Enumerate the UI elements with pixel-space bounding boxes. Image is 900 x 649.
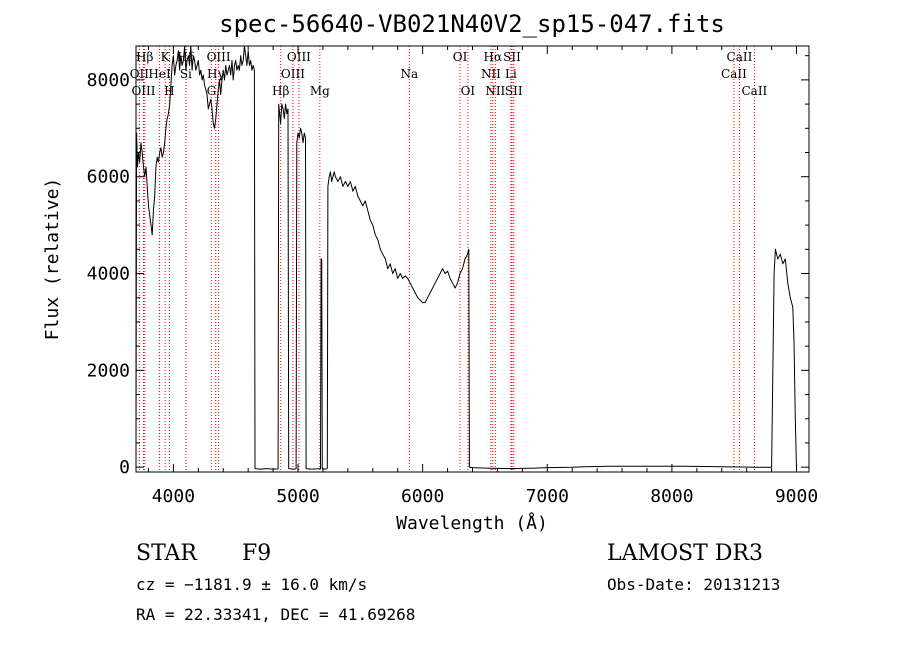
axis-tick-labels: 4000 5000 6000 7000 8000 9000 0 2000 4000 6000 800… xyxy=(87,70,819,507)
spectral-line-label: Mg xyxy=(310,84,330,98)
axis-ticks xyxy=(136,46,809,472)
spectral-line-label: OII xyxy=(130,67,150,81)
spectral-line-label: Li xyxy=(505,67,517,81)
spectral-line-label: OI xyxy=(461,84,476,98)
spectral-line-label: OIII xyxy=(131,84,155,98)
x-axis-label: Wavelength (Å) xyxy=(396,512,548,534)
spectral-line-label: HeI xyxy=(148,67,171,81)
spectral-line-label: Hβ xyxy=(272,84,289,98)
spectral-line-label: K xyxy=(161,50,171,64)
flux-line xyxy=(135,45,797,470)
spectral-line-label: CaII xyxy=(721,67,747,81)
spectral-line-label: Hα xyxy=(484,50,503,64)
x-tick-label: 5000 xyxy=(276,486,319,507)
x-tick-label: 9000 xyxy=(775,486,818,507)
spectral-line-markers xyxy=(138,46,755,472)
spectral-line-label: Hβ xyxy=(136,50,153,64)
spectral-line-label: NII xyxy=(481,67,501,81)
y-tick-label: 2000 xyxy=(87,360,130,381)
y-tick-label: 0 xyxy=(119,457,130,478)
spectral-line-label: H xyxy=(164,84,174,98)
spectral-line-label: CaII xyxy=(741,84,767,98)
x-tick-label: 4000 xyxy=(152,486,195,507)
y-tick-label: 6000 xyxy=(87,167,130,188)
spectral-line-label: CaII xyxy=(727,50,753,64)
spectral-line-label: SII xyxy=(503,50,521,64)
redshift-label: cz = −1181.9 ± 16.0 km/s xyxy=(136,575,367,594)
object-class-label: STAR xyxy=(136,541,198,566)
chart-title: spec-56640-VB021N40V2_sp15-047.fits xyxy=(219,10,725,38)
spectral-line-label: Hγ xyxy=(207,67,225,81)
flux-series xyxy=(135,45,797,470)
spectral-line-label: OI xyxy=(453,50,468,64)
survey-label: LAMOST DR3 xyxy=(607,541,763,566)
subclass-label: F9 xyxy=(242,541,271,566)
position-label: RA = 22.33341, DEC = 41.69268 xyxy=(136,605,415,624)
spectral-line-label: Na xyxy=(400,67,418,81)
spectral-line-label: NII xyxy=(485,84,505,98)
spectral-line-label: OIII xyxy=(281,67,305,81)
spectral-line-label: SII xyxy=(505,84,523,98)
obs-date-label: Obs-Date: 20131213 xyxy=(607,575,780,594)
spectral-line-label: Si xyxy=(180,67,192,81)
x-tick-label: 6000 xyxy=(401,486,444,507)
x-tick-label: 7000 xyxy=(526,486,569,507)
y-tick-label: 8000 xyxy=(87,70,130,91)
y-tick-label: 4000 xyxy=(87,264,130,285)
spectral-line-label: OIII xyxy=(287,50,311,64)
x-tick-label: 8000 xyxy=(650,486,693,507)
y-axis-label: Flux (relative) xyxy=(42,178,63,341)
spectral-line-label: G xyxy=(207,84,217,98)
plot-frame xyxy=(135,45,810,473)
spectral-line-label: OIII xyxy=(207,50,231,64)
